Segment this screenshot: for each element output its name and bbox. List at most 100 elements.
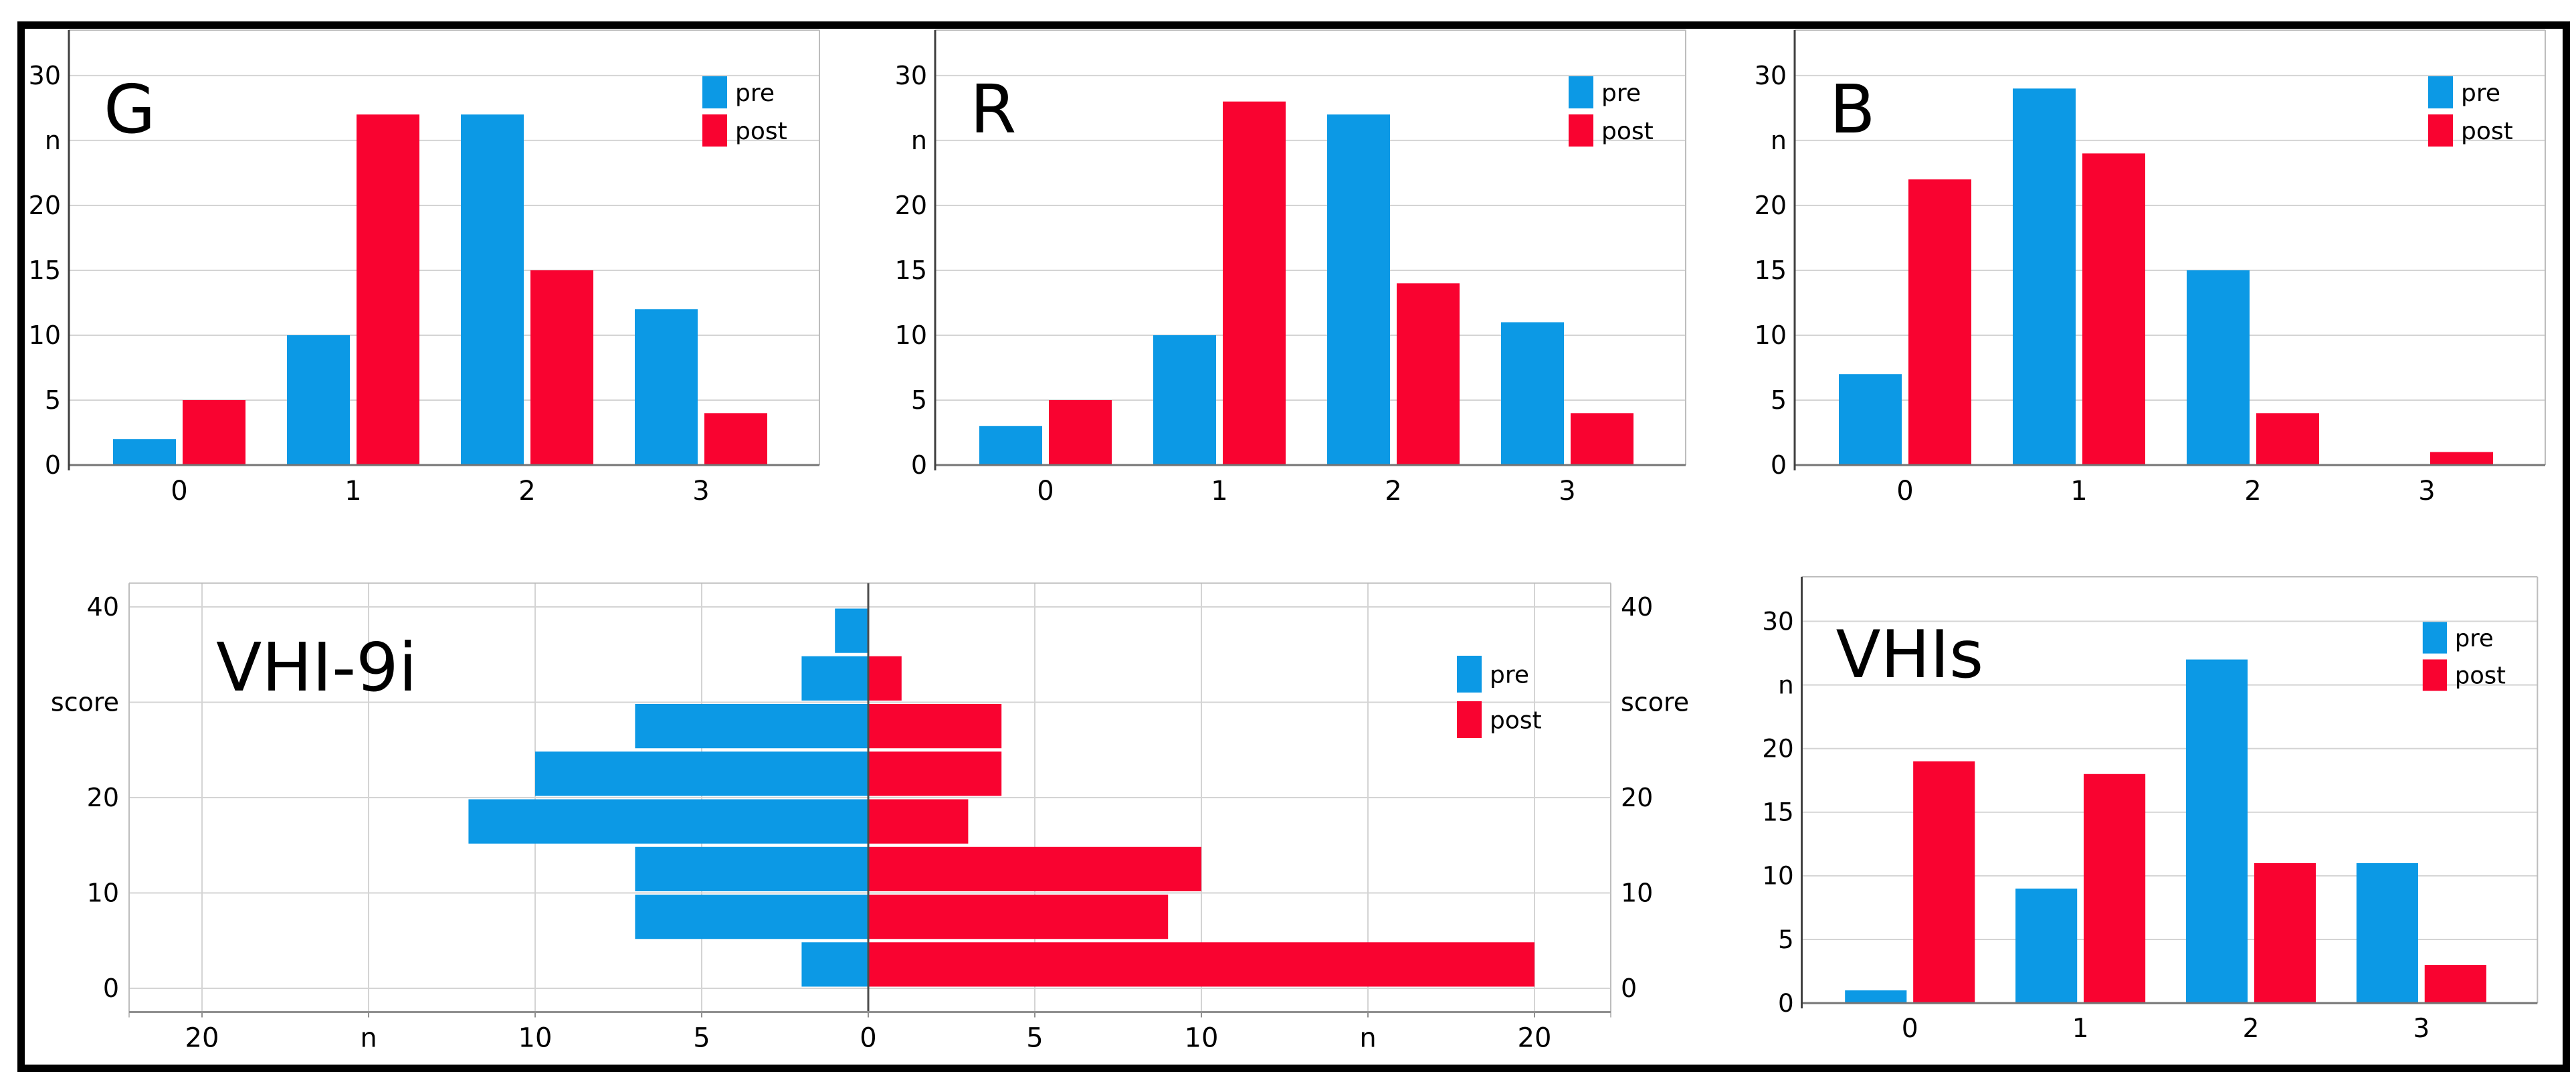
- y-tick-label-right-10: 10: [1621, 879, 1653, 908]
- y-tick-label-10: 10: [895, 321, 927, 350]
- y-tick-label-20: 20: [1762, 733, 1793, 763]
- legend-post-label: post: [1490, 707, 1542, 735]
- legend: pre post: [1569, 76, 1654, 147]
- x-tick-label-1: 1: [2072, 1014, 2089, 1044]
- y-tick-label-0: 0: [1771, 450, 1787, 480]
- bar-pre-cat1: [2015, 888, 2078, 1004]
- bar-post-cat1: [2082, 153, 2145, 465]
- y-tick-label-20: 20: [895, 191, 927, 220]
- legend-pre-label: pre: [2461, 80, 2500, 107]
- y-tick-label-left-0: 0: [103, 974, 119, 1003]
- y-tick-label-10: 10: [1755, 321, 1787, 350]
- y-tick-label-30: 30: [1755, 61, 1787, 90]
- chart-vhi-9i: 0 0 10 10 20 20 score score 40 40 20 n 10 5 0 5 10 n 20 VHI…: [27, 575, 1706, 1074]
- bar-post-cat3: [704, 413, 767, 465]
- y-tick-label-n: n: [1771, 126, 1787, 155]
- legend-post-label: post: [735, 118, 787, 145]
- pyramid-bar-pre-20-25: [535, 751, 868, 796]
- x-tick-label-0: 0: [1896, 476, 1913, 507]
- bar-post-cat0: [1049, 399, 1112, 465]
- y-tick-label-15: 15: [1762, 798, 1793, 827]
- y-tick-label-15: 15: [1755, 256, 1787, 285]
- y-tick-label-0: 0: [1778, 988, 1794, 1018]
- x-tick-label-3: 3: [2418, 476, 2435, 507]
- bar-pre-cat1: [287, 335, 350, 465]
- y-tick-label-20: 20: [29, 191, 61, 220]
- y-tick-label-5: 5: [45, 385, 61, 415]
- bar-post-cat2: [1397, 283, 1460, 465]
- y-tick-label-left-40: 40: [87, 592, 119, 622]
- pyramid-bar-pre-25-30: [635, 704, 868, 749]
- y-tick-label-0: 0: [911, 450, 927, 480]
- y-tick-label-n: n: [45, 126, 61, 155]
- x-tick-label-3: 3: [2413, 1014, 2430, 1044]
- y-tick-label-5: 5: [911, 385, 927, 415]
- x-tick-label-0: 0: [1037, 476, 1054, 507]
- y-tick-label-left-score: score: [51, 688, 119, 717]
- x-tick-label-20: 20: [1518, 1023, 1552, 1054]
- x-tick-label-5: 5: [1026, 1023, 1043, 1054]
- bar-post-cat1: [2084, 774, 2146, 1004]
- y-tick-label-right-score: score: [1621, 688, 1689, 717]
- pyramid-bar-pre-35-40: [835, 608, 868, 653]
- x-tick-label-10: 10: [1185, 1023, 1219, 1054]
- x-tick-label-20: 20: [185, 1023, 219, 1054]
- y-tick-label-20: 20: [1755, 191, 1787, 220]
- x-tick-label-2: 2: [2243, 1014, 2260, 1044]
- legend-pre-label: pre: [1490, 662, 1529, 689]
- x-tick-label-1: 1: [344, 476, 361, 507]
- legend-post-label: post: [2455, 662, 2506, 690]
- bar-pre-cat0: [1845, 990, 1907, 1004]
- legend-post-swatch-icon: [2428, 114, 2453, 147]
- bar-pre-cat3: [2356, 863, 2418, 1004]
- y-tick-label-10: 10: [29, 321, 61, 350]
- pyramid-bar-post-10-15: [869, 846, 1201, 891]
- pyramid-bar-pre-10-15: [635, 846, 868, 891]
- x-tick-label-3: 3: [1559, 476, 1575, 507]
- bar-post-cat1: [1223, 101, 1286, 465]
- bar-pre-cat1: [2013, 88, 2076, 466]
- chart-G-svg: 0 5 10 15 20 n 30 0 1 2 3 G pre post: [29, 29, 820, 507]
- legend-pre-label: pre: [735, 80, 775, 107]
- y-tick-label-left-10: 10: [87, 879, 119, 908]
- pyramid-bar-post-15-20: [869, 799, 969, 844]
- bar-pre-cat3: [1501, 322, 1564, 465]
- bar-post-cat1: [357, 114, 419, 466]
- x-tick-label-n: n: [1359, 1023, 1376, 1054]
- chart-R-svg: 0 5 10 15 20 n 30 0 1 2 3 R pre post: [895, 29, 1686, 507]
- legend-post-swatch-icon: [702, 114, 727, 147]
- x-tick-label-5: 5: [693, 1023, 710, 1054]
- x-tick-label-0: 0: [1902, 1014, 1918, 1044]
- legend-post-swatch-icon: [1457, 701, 1482, 738]
- y-tick-label-left-20: 20: [87, 783, 119, 812]
- bar-pre-cat2: [2185, 659, 2248, 1004]
- legend-post-swatch-icon: [1569, 114, 1593, 147]
- pyramid-bar-pre-0-5: [801, 942, 868, 987]
- x-tick-label-3: 3: [692, 476, 709, 507]
- y-tick-label-5: 5: [1771, 385, 1787, 415]
- chart-title-VHI-9i: VHI-9i: [216, 628, 417, 707]
- x-tick-label-0: 0: [171, 476, 187, 507]
- bar-pre-cat0: [979, 426, 1042, 465]
- x-tick-label-2: 2: [518, 476, 535, 507]
- pyramid-bar-post-30-35: [869, 656, 902, 701]
- chart-title-VHIs: VHIs: [1836, 617, 1983, 693]
- legend: pre post: [2422, 622, 2506, 691]
- bar-post-cat0: [1913, 761, 1975, 1004]
- x-tick-label-n: n: [360, 1023, 377, 1054]
- bar-post-cat3: [1571, 413, 1633, 465]
- y-tick-label-30: 30: [29, 61, 61, 90]
- pyramid-bar-pre-30-35: [801, 656, 868, 701]
- x-tick-label-2: 2: [1385, 476, 1401, 507]
- legend-pre-swatch-icon: [1457, 656, 1482, 693]
- legend-pre-swatch-icon: [2422, 622, 2448, 654]
- bar-pre-cat2: [2187, 270, 2250, 465]
- y-tick-label-0: 0: [45, 450, 61, 480]
- bar-post-cat0: [183, 399, 245, 465]
- y-tick-label-n: n: [1778, 670, 1794, 699]
- bar-post-cat2: [530, 270, 593, 465]
- y-tick-label-15: 15: [29, 256, 61, 285]
